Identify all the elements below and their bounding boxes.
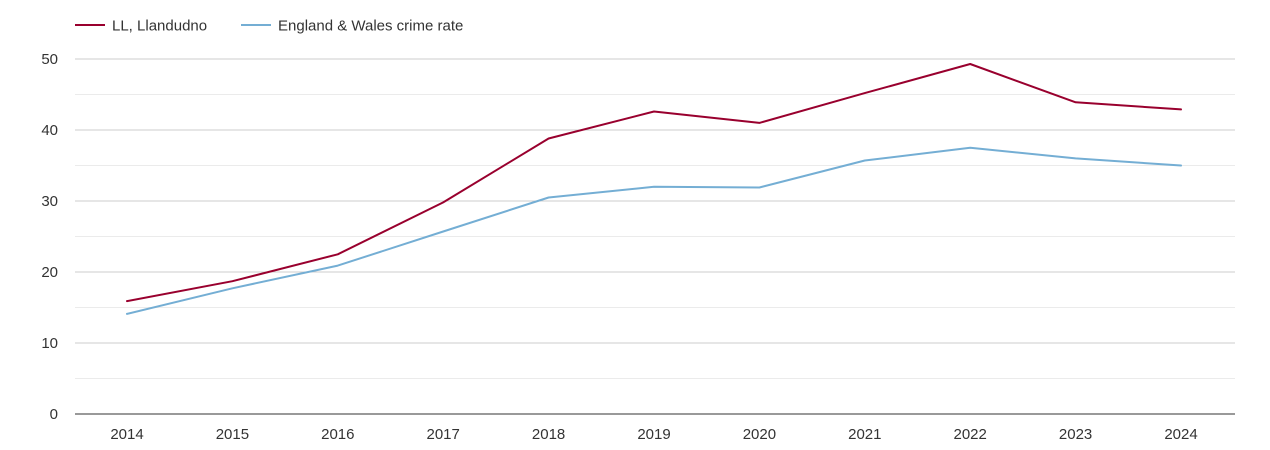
- x-tick-label: 2018: [532, 426, 565, 443]
- x-tick-label: 2016: [321, 426, 354, 443]
- x-tick-label: 2022: [954, 426, 987, 443]
- legend-item-england-wales[interactable]: England & Wales crime rate: [241, 18, 463, 35]
- gridlines: [75, 58, 1235, 379]
- x-tick-label: 2017: [427, 426, 460, 443]
- legend-item-llandudno[interactable]: LL, Llandudno: [75, 18, 207, 35]
- y-tick-label: 50: [41, 51, 58, 68]
- y-tick-label: 20: [41, 264, 58, 281]
- legend-label-llandudno: LL, Llandudno: [112, 18, 207, 35]
- y-tick-label: 30: [41, 193, 58, 210]
- series-line-llandudno[interactable]: [126, 63, 1182, 303]
- x-tick-label: 2015: [216, 426, 249, 443]
- x-tick-label: 2023: [1059, 426, 1092, 443]
- x-tick-label: 2021: [848, 426, 881, 443]
- series-line-england-wales[interactable]: [126, 146, 1182, 315]
- x-tick-label: 2020: [743, 426, 776, 443]
- x-tick-label: 2019: [637, 426, 670, 443]
- y-axis: 0 10 20 30 40 50: [41, 51, 58, 423]
- x-tick-label: 2024: [1164, 426, 1197, 443]
- legend: LL, Llandudno England & Wales crime rate: [75, 18, 463, 35]
- legend-label-england-wales: England & Wales crime rate: [278, 18, 463, 35]
- y-tick-label: 0: [50, 406, 58, 423]
- series-layer: [126, 63, 1182, 315]
- y-tick-label: 10: [41, 335, 58, 352]
- x-tick-label: 2014: [110, 426, 143, 443]
- x-axis: 2014 2015 2016 2017 2018 2019 2020 2021 2022 2023…: [110, 426, 1197, 443]
- y-tick-label: 40: [41, 122, 58, 139]
